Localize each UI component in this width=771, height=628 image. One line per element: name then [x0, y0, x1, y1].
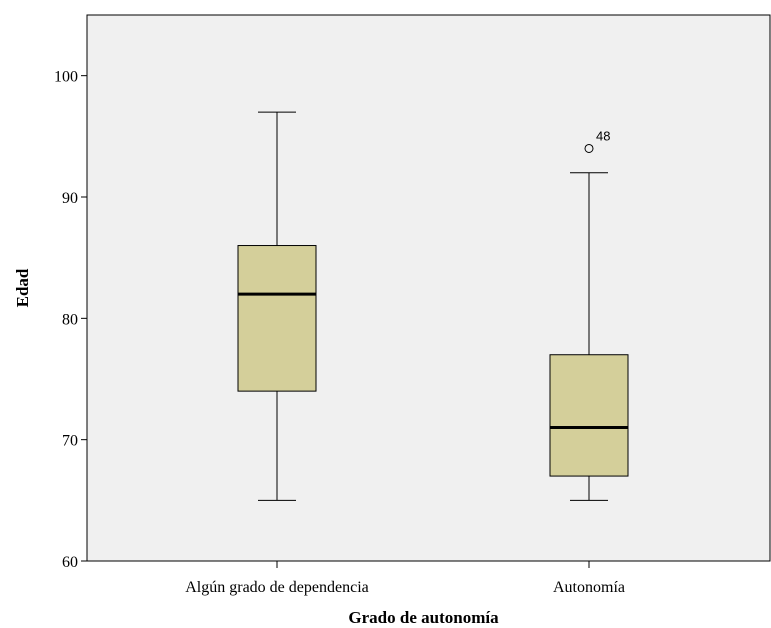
y-tick-label-70: 70: [62, 433, 78, 450]
x-axis-title: Grado de autonomía: [348, 608, 499, 627]
plot-area: [86, 14, 771, 562]
x-axis: Algún grado de dependencia Autonomía: [185, 561, 625, 596]
y-axis: 60 70 80 90 100: [54, 69, 87, 571]
y-axis-title: Edad: [13, 268, 32, 307]
outlier-point: [584, 143, 594, 153]
box-iqr: [237, 245, 317, 392]
y-tick-label-100: 100: [54, 69, 78, 86]
x-tick-label-1: Autonomía: [553, 579, 625, 596]
x-tick-label-0: Algún grado de dependencia: [185, 579, 368, 596]
y-tick-label-90: 90: [62, 190, 78, 207]
y-tick-label-60: 60: [62, 554, 78, 571]
box-iqr: [549, 354, 629, 477]
outlier-label: 48: [596, 128, 610, 143]
box-0: [237, 111, 317, 501]
box-1: 48: [549, 128, 629, 501]
y-tick-label-80: 80: [62, 311, 78, 328]
boxes-group: 48: [237, 111, 629, 501]
